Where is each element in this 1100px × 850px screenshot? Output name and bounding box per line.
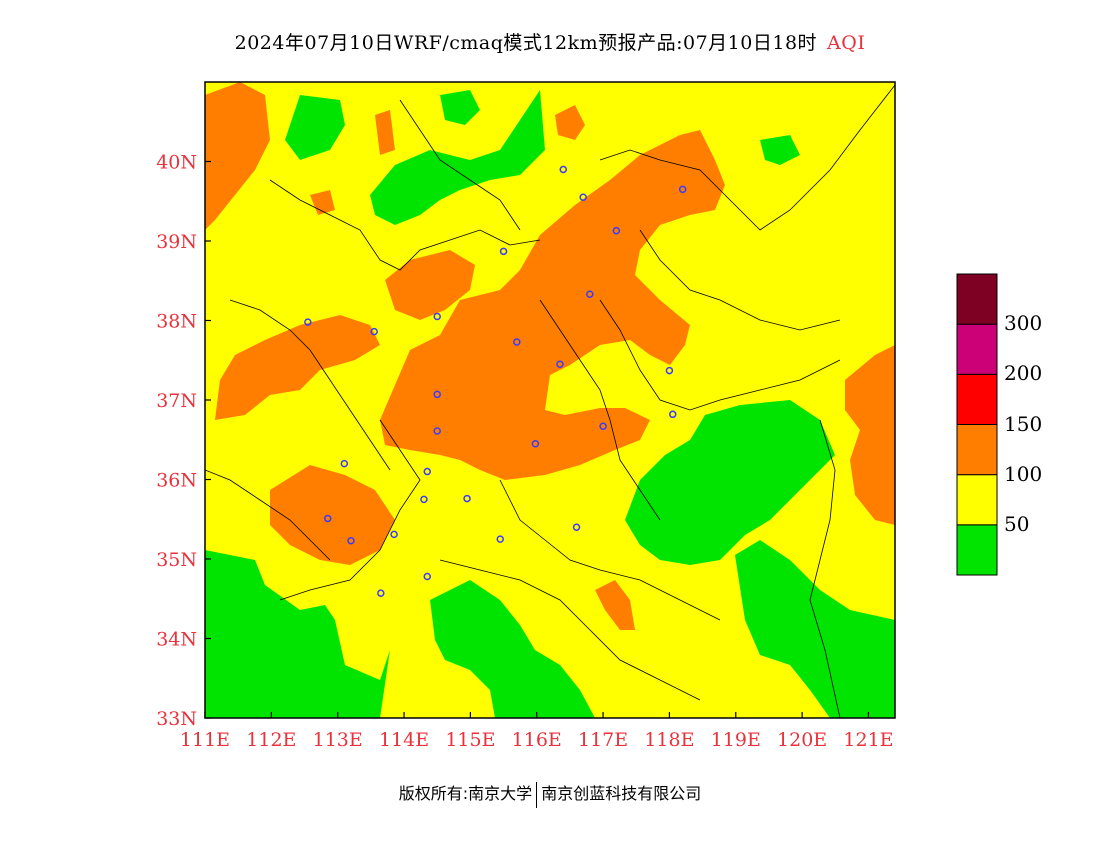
station-marker-14 bbox=[599, 422, 607, 430]
x-tick-label: 121E bbox=[843, 729, 893, 751]
x-tick-label: 112E bbox=[246, 729, 296, 751]
station-marker-2 bbox=[678, 185, 687, 194]
station-marker-4 bbox=[499, 247, 508, 256]
station-marker-9 bbox=[513, 338, 521, 346]
y-tick-label: 34N bbox=[156, 629, 197, 651]
map-plot-area bbox=[205, 82, 895, 718]
y-tick-label: 35N bbox=[156, 549, 197, 571]
legend-swatch-0 bbox=[956, 524, 998, 576]
legend-swatch-1 bbox=[956, 474, 998, 526]
y-tick-label: 38N bbox=[156, 311, 197, 333]
station-marker-7 bbox=[304, 318, 312, 326]
x-tick-label: 118E bbox=[644, 729, 694, 751]
station-marker-25 bbox=[496, 535, 504, 543]
station-marker-12 bbox=[433, 390, 441, 399]
region-small-orange-north bbox=[310, 105, 585, 215]
copyright-footer: 版权所有:南京大学 南京创蓝科技有限公司 bbox=[0, 780, 1100, 808]
station-marker-5 bbox=[586, 290, 594, 299]
y-axis: 33N 34N 35N 36N 37N 38N 39N 40N bbox=[156, 152, 211, 730]
region-southeast-green bbox=[625, 400, 835, 565]
station-marker-26 bbox=[423, 572, 432, 581]
x-tick-label: 113E bbox=[313, 729, 363, 751]
station-marker-1 bbox=[579, 193, 587, 202]
station-marker-6 bbox=[433, 312, 441, 321]
station-marker-21 bbox=[323, 514, 332, 523]
station-marker-13 bbox=[668, 410, 677, 419]
region-southwest-orange bbox=[270, 465, 395, 565]
y-tick-label: 39N bbox=[156, 231, 197, 253]
station-marker-27 bbox=[377, 589, 385, 597]
footer-left: 版权所有:南京大学 bbox=[398, 784, 533, 803]
region-east-coast-orange bbox=[845, 345, 895, 525]
station-marker-17 bbox=[340, 459, 349, 468]
region-central-orange-belt bbox=[380, 130, 725, 480]
station-markers bbox=[304, 165, 687, 597]
legend-label-50: 50 bbox=[1004, 511, 1030, 536]
map-title: 2024年07月10日WRF/cmaq模式12km预报产品:07月10日18时 A… bbox=[0, 28, 1100, 55]
station-marker-22 bbox=[390, 530, 398, 539]
region-northern-green-strip bbox=[285, 90, 545, 225]
station-marker-24 bbox=[347, 536, 355, 545]
x-tick-label: 114E bbox=[379, 729, 429, 751]
footer-separator bbox=[536, 781, 538, 808]
station-marker-16 bbox=[531, 439, 540, 448]
x-axis: 111E 112E 113E 114E 115E 116E 117E 118E 119E 120E… bbox=[180, 712, 894, 751]
station-marker-10 bbox=[556, 360, 564, 368]
x-tick-label: 111E bbox=[180, 729, 230, 751]
footer-right: 南京创蓝科技有限公司 bbox=[541, 784, 702, 803]
station-marker-3 bbox=[612, 226, 621, 235]
region-east-green bbox=[735, 540, 895, 718]
region-south-orange-patch bbox=[595, 580, 635, 630]
legend-label-300: 300 bbox=[1004, 311, 1043, 336]
station-marker-11 bbox=[665, 366, 674, 375]
legend-swatch-4 bbox=[956, 323, 998, 375]
legend-label-150: 150 bbox=[1004, 411, 1043, 436]
region-south-green bbox=[430, 580, 595, 718]
legend-swatch-2 bbox=[956, 424, 998, 476]
y-tick-label: 33N bbox=[156, 708, 197, 730]
station-marker-8 bbox=[370, 327, 378, 336]
region-western-orange bbox=[215, 315, 380, 420]
admin-boundaries bbox=[205, 84, 895, 718]
station-marker-19 bbox=[420, 495, 428, 504]
x-tick-label: 116E bbox=[512, 729, 562, 751]
station-marker-23 bbox=[572, 523, 581, 531]
station-marker-20 bbox=[463, 494, 471, 503]
x-tick-label: 120E bbox=[777, 729, 827, 751]
legend-label-200: 200 bbox=[1004, 361, 1043, 386]
legend-swatch-5 bbox=[956, 273, 998, 325]
region-southwest-green bbox=[205, 550, 390, 718]
aqi-legend bbox=[956, 273, 998, 576]
legend-label-100: 100 bbox=[1004, 461, 1043, 486]
region-west-orange-patch bbox=[385, 250, 475, 320]
title-variable: AQI bbox=[827, 32, 866, 54]
legend-swatch-3 bbox=[956, 373, 998, 426]
station-marker-0 bbox=[559, 165, 568, 174]
y-tick-label: 37N bbox=[156, 390, 197, 412]
station-marker-15 bbox=[433, 427, 441, 435]
x-tick-label: 119E bbox=[711, 729, 761, 751]
y-tick-label: 36N bbox=[156, 470, 197, 492]
station-marker-18 bbox=[423, 467, 432, 476]
x-tick-label: 115E bbox=[445, 729, 495, 751]
y-tick-label: 40N bbox=[156, 152, 197, 174]
region-northwest-orange bbox=[205, 82, 270, 230]
title-main: 2024年07月10日WRF/cmaq模式12km预报产品:07月10日18时 bbox=[234, 32, 818, 54]
x-tick-label: 117E bbox=[578, 729, 628, 751]
